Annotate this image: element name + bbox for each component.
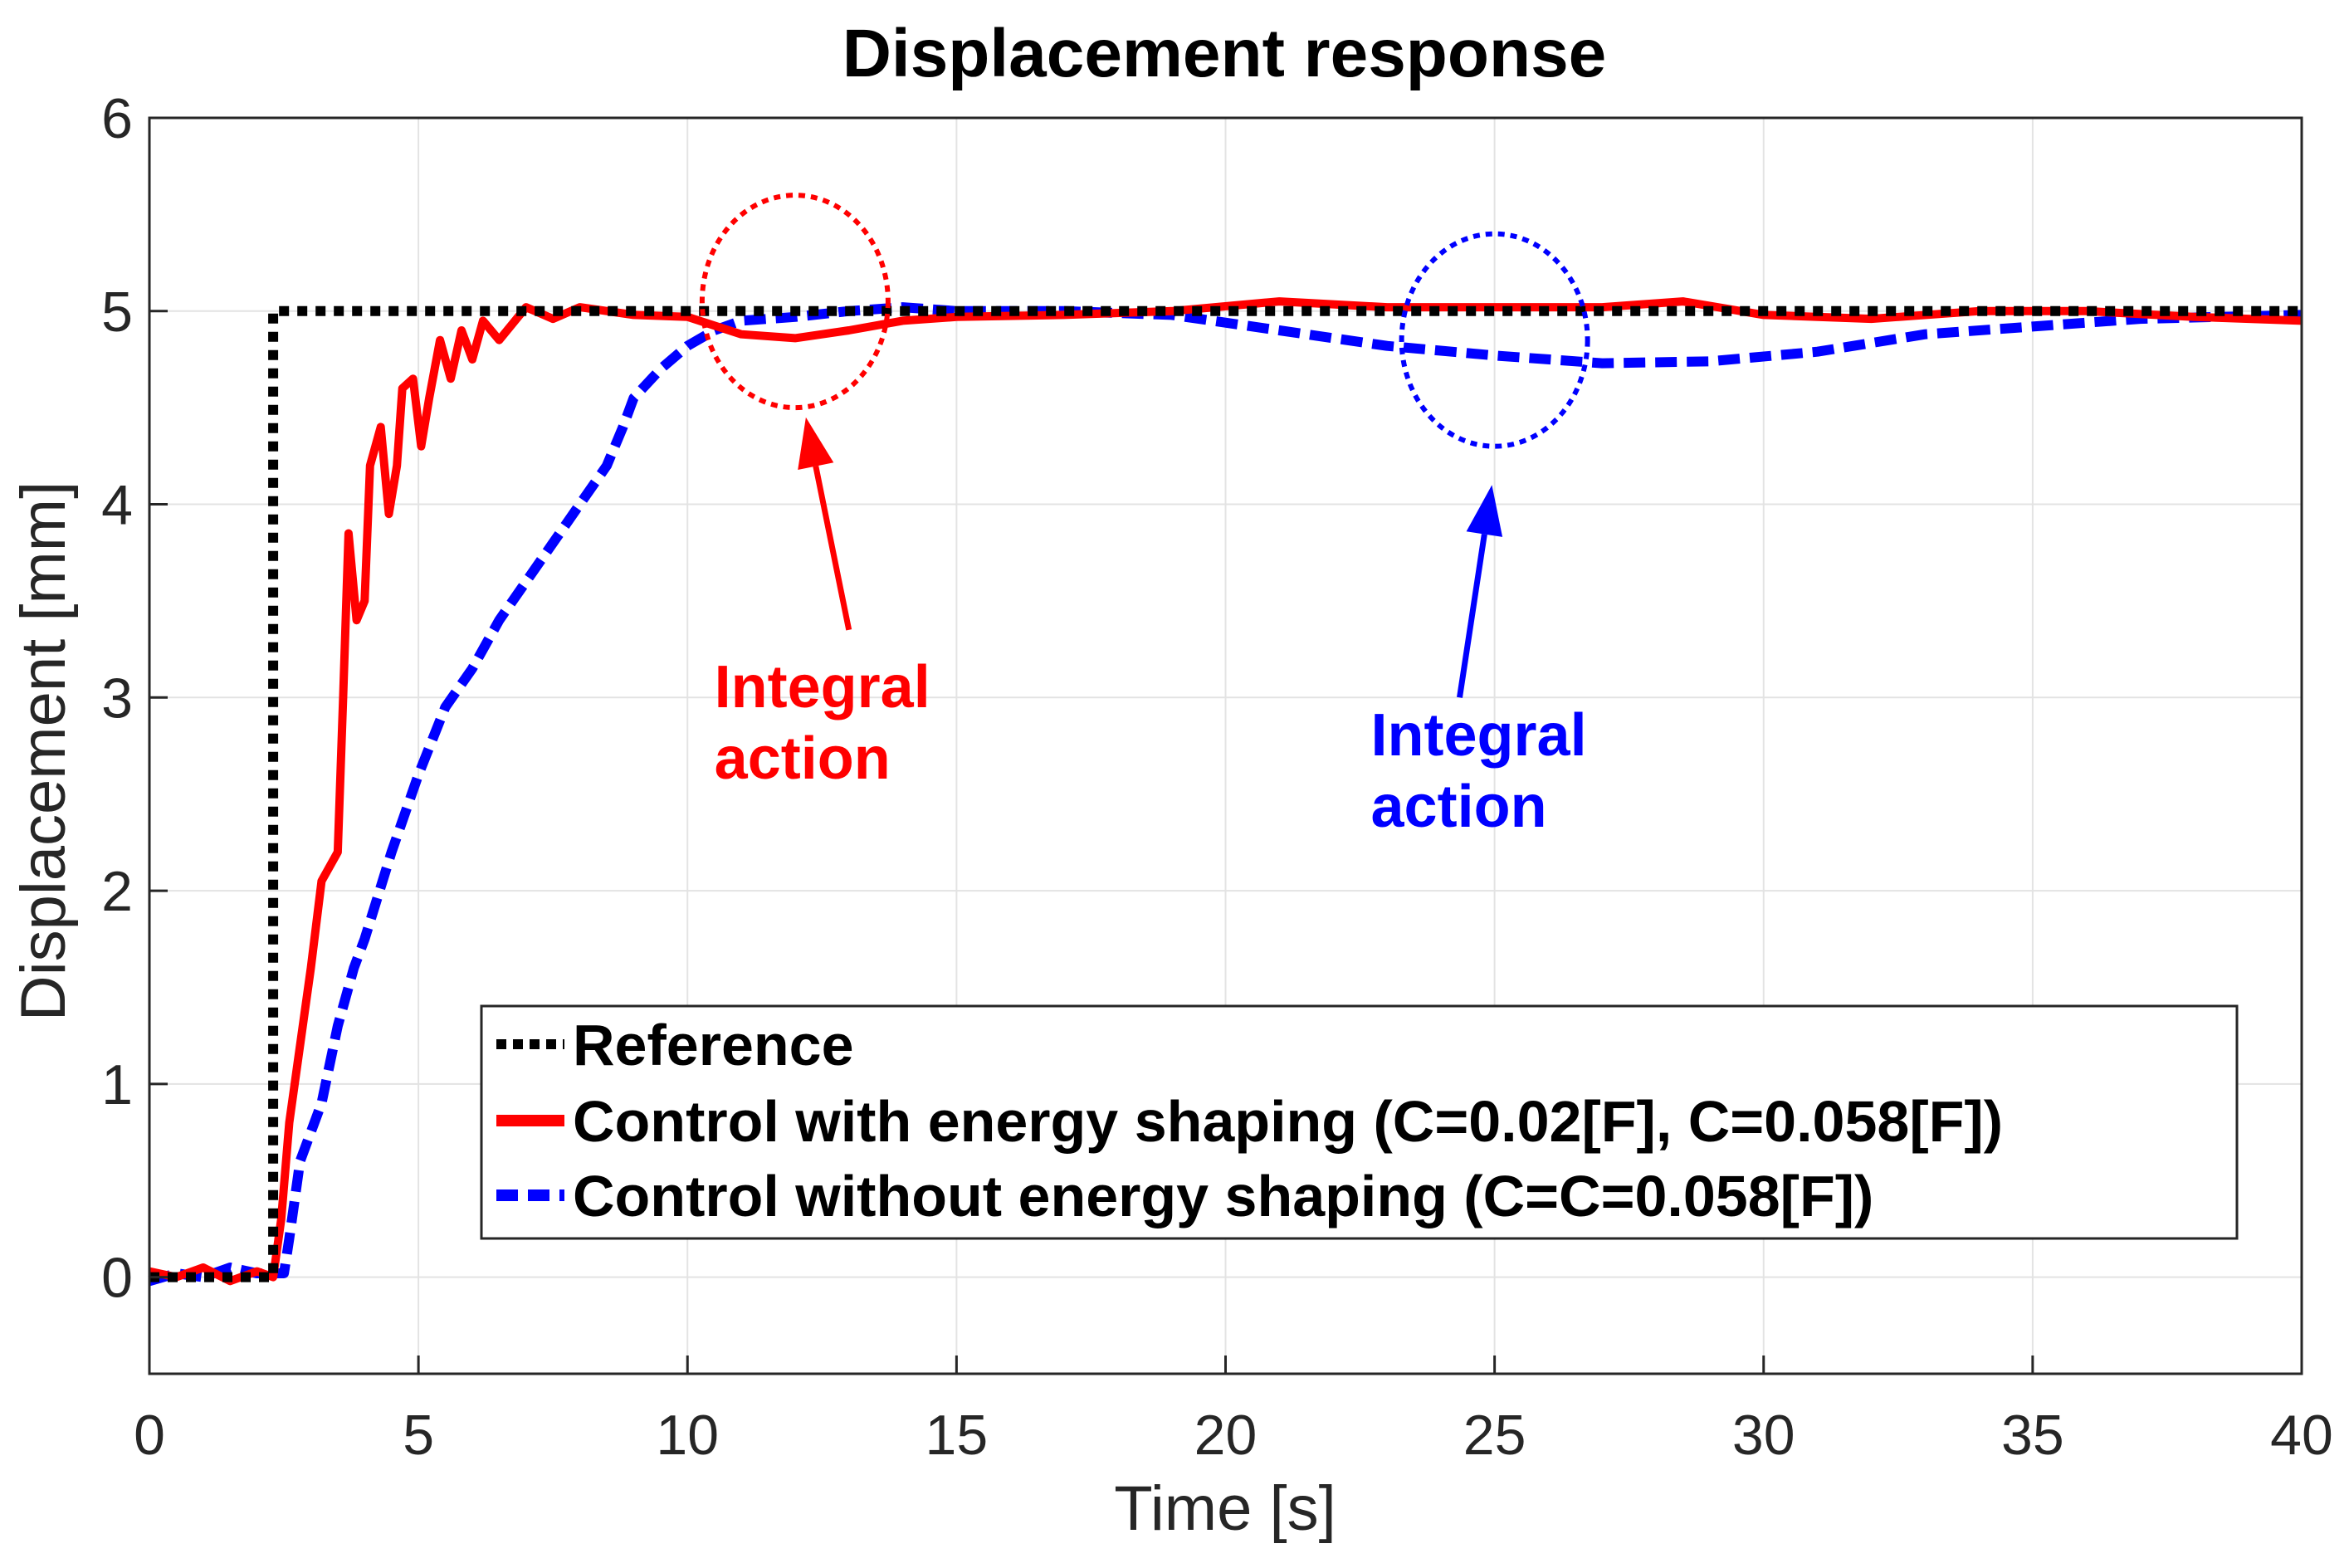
annotation-label-1-line1: Integral bbox=[1371, 702, 1587, 769]
x-tick-label: 20 bbox=[1194, 1404, 1258, 1467]
x-tick-label: 30 bbox=[1732, 1404, 1795, 1467]
y-tick-label: 5 bbox=[101, 281, 133, 344]
x-tick-label: 15 bbox=[925, 1404, 989, 1467]
legend-label-energy-shaping: Control with energy shaping (C=0.02[F], … bbox=[573, 1089, 2003, 1154]
annotation-label-0-line2: action bbox=[715, 725, 891, 792]
legend: Reference Control with energy shaping (C… bbox=[480, 1004, 2239, 1240]
x-tick-label: 40 bbox=[2270, 1404, 2333, 1467]
legend-label-no-energy-shaping: Control without energy shaping (C=C=0.05… bbox=[573, 1164, 1873, 1229]
series-line-1 bbox=[148, 297, 2303, 1286]
annotation-arrow-head-0 bbox=[798, 417, 834, 470]
tick-labels: 0 5 10 15 20 25 30 35 40 0 1 2 3 4 5 6 bbox=[101, 87, 2333, 1467]
x-tick-label: 10 bbox=[656, 1404, 719, 1467]
y-tick-label: 4 bbox=[101, 474, 133, 537]
annotation-arrow-head-1 bbox=[1466, 485, 1503, 537]
legend-box bbox=[480, 1004, 2239, 1240]
y-tick-label: 6 bbox=[101, 87, 133, 150]
y-tick-label: 1 bbox=[101, 1053, 133, 1116]
y-axis-label: Displacement [mm] bbox=[8, 481, 79, 1021]
annotation-label-1-line2: action bbox=[1371, 774, 1547, 840]
series-layer bbox=[148, 297, 2303, 1287]
y-tick-label: 0 bbox=[101, 1247, 133, 1310]
annotation-arrow-shaft-0 bbox=[813, 465, 852, 631]
x-tick-label: 35 bbox=[2001, 1404, 2064, 1467]
y-tick-label: 2 bbox=[101, 860, 133, 923]
series-line-2 bbox=[148, 302, 2303, 1287]
x-tick-label: 25 bbox=[1463, 1404, 1526, 1467]
legend-label-reference: Reference bbox=[573, 1013, 854, 1077]
annotation-circle-1 bbox=[1399, 231, 1590, 449]
x-tick-label: 5 bbox=[403, 1404, 434, 1467]
x-axis-label: Time [s] bbox=[1114, 1473, 1336, 1544]
x-tick-label: 0 bbox=[134, 1404, 165, 1467]
chart-title: Displacement response bbox=[842, 16, 1607, 91]
series-line-0 bbox=[149, 305, 2302, 1282]
annotation-arrow-shaft-1 bbox=[1457, 534, 1487, 698]
annotation-circle-0 bbox=[699, 193, 891, 411]
annotation-label-0-line1: Integral bbox=[715, 654, 930, 720]
y-tick-label: 3 bbox=[101, 667, 133, 730]
